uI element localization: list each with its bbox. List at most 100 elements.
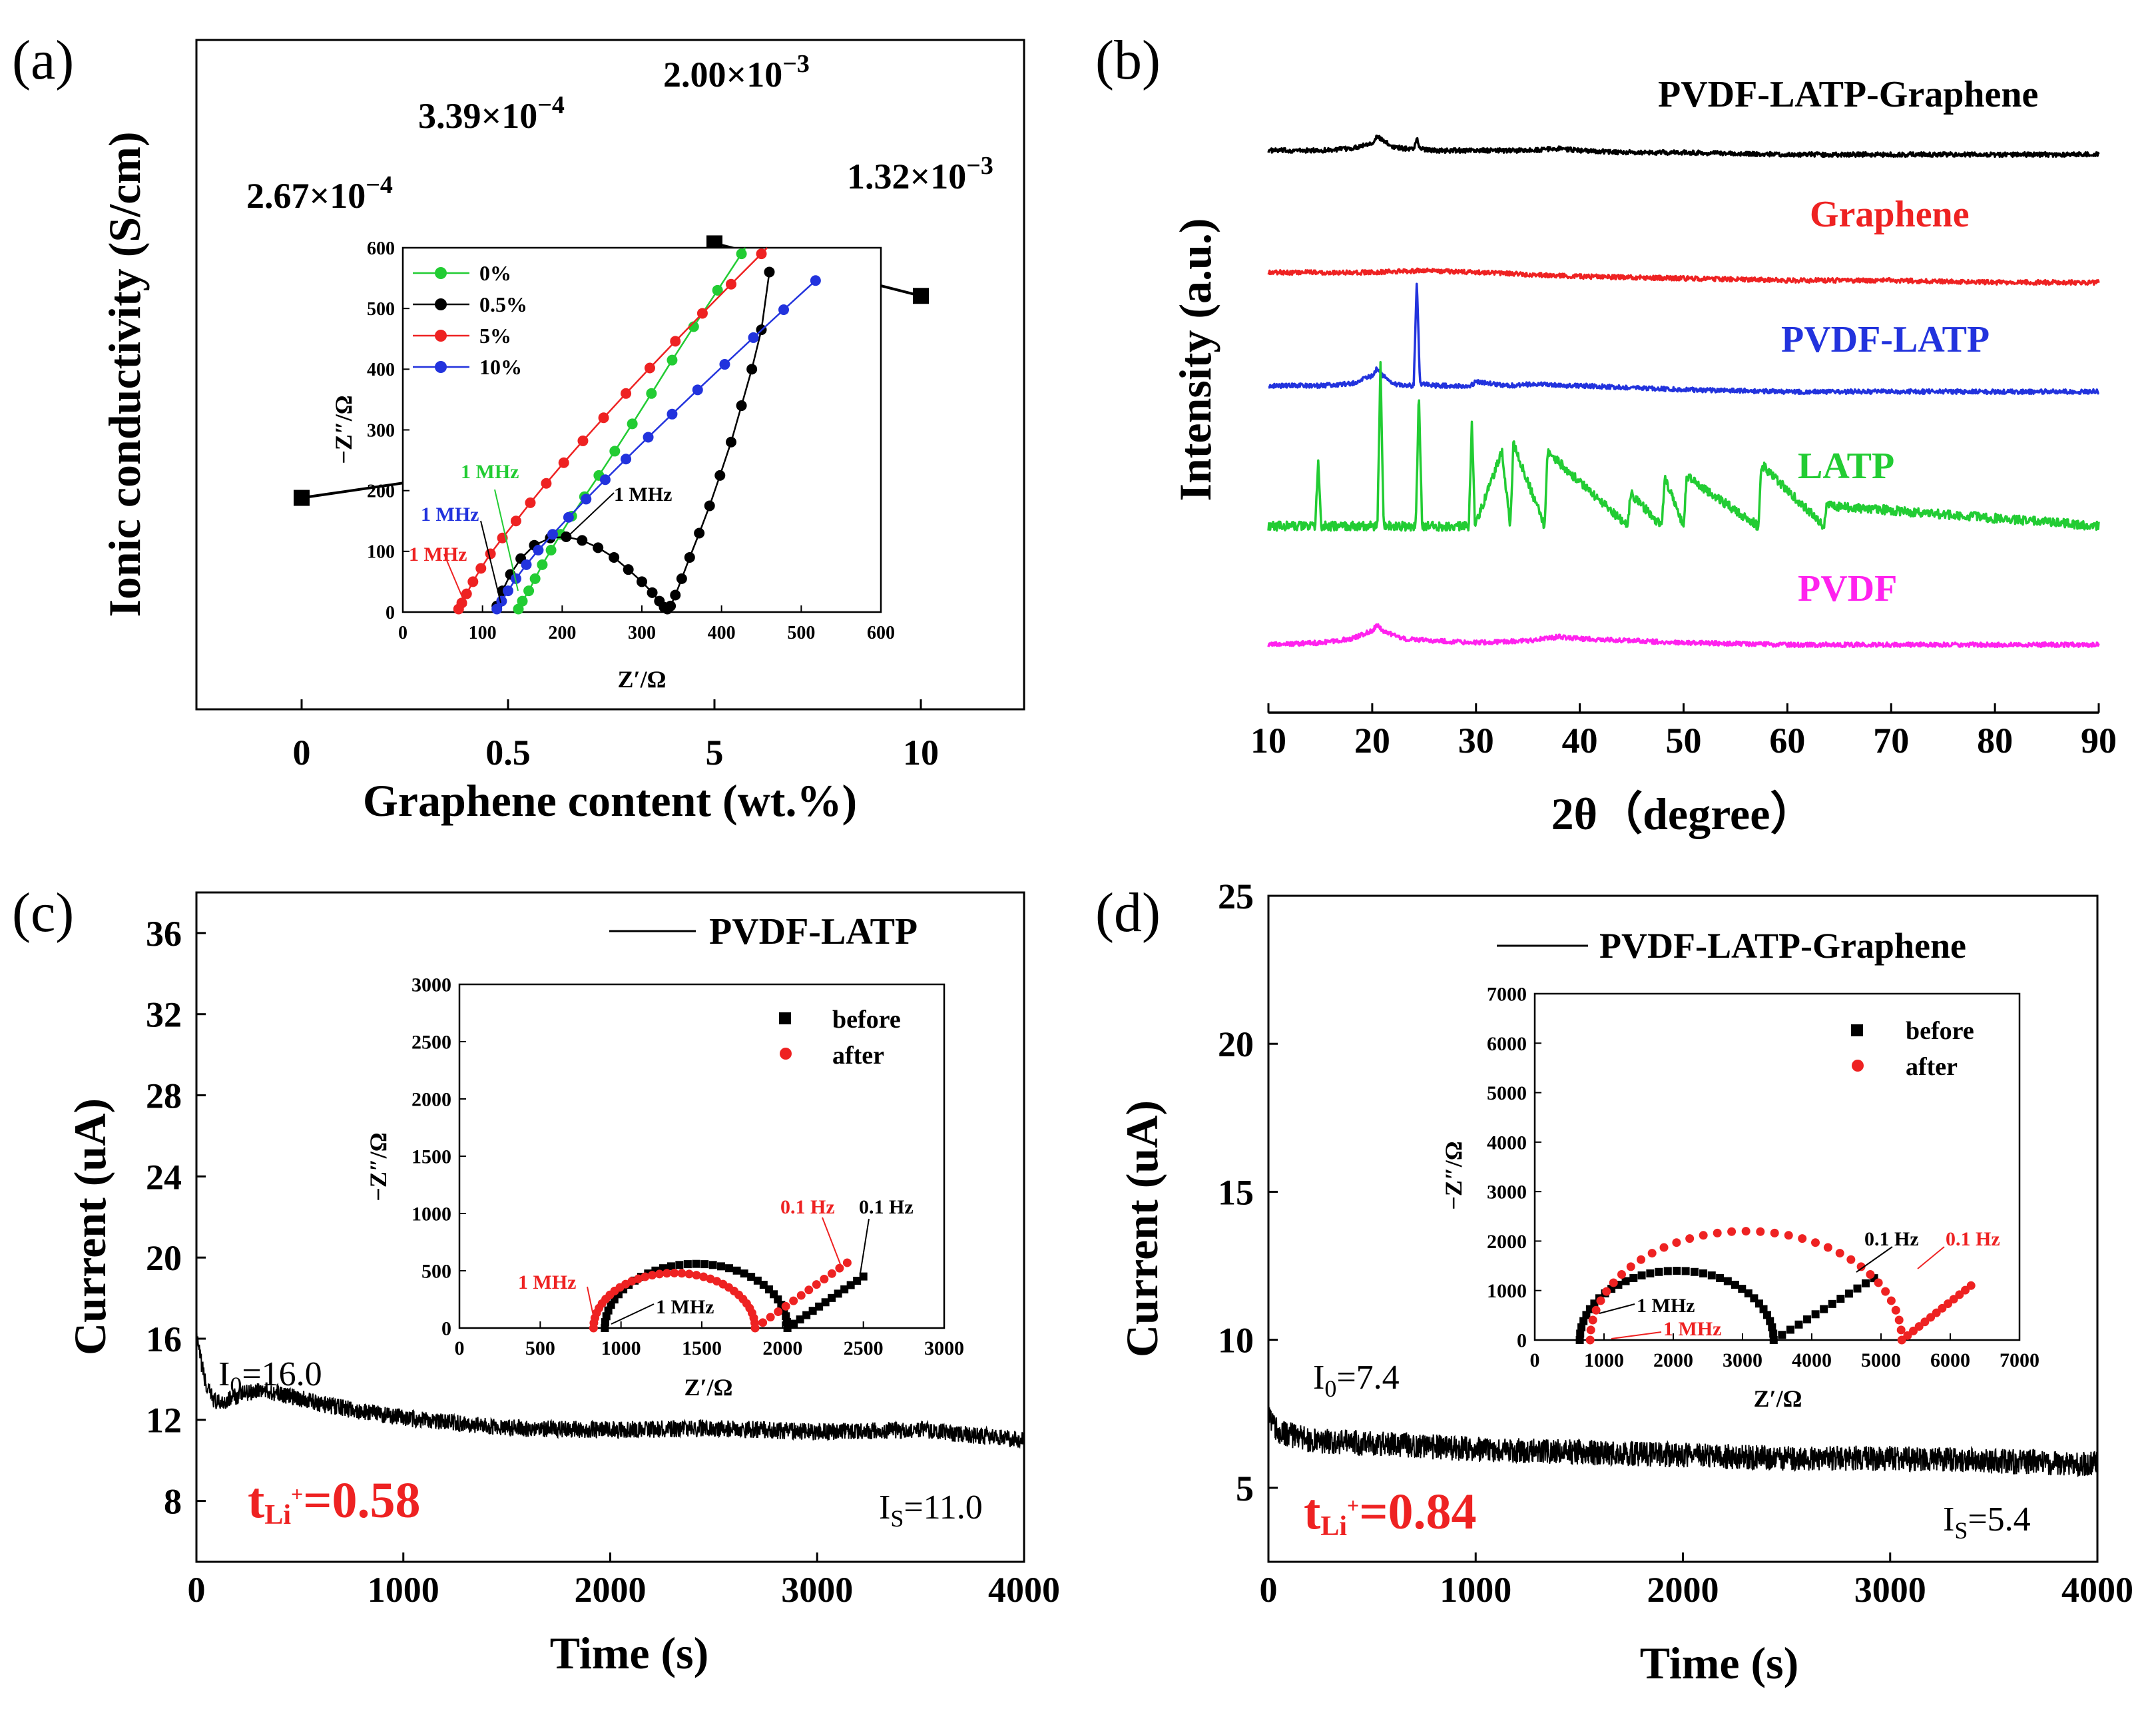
panel-d-inset-point-before bbox=[1769, 1329, 1778, 1338]
panel-c-x-tick-label: 0 bbox=[188, 1570, 206, 1610]
panel-d-inset-point-after bbox=[1881, 1287, 1890, 1296]
panel-c-inset-point-after bbox=[663, 1269, 672, 1278]
panel-b-legend-label: Graphene bbox=[1810, 194, 1970, 235]
panel-a-x-tick-label: 5 bbox=[706, 733, 724, 773]
panel-d-inset-point-after bbox=[1626, 1262, 1635, 1271]
panel-a-inset-y-tick-label: 200 bbox=[367, 481, 395, 502]
panel-a-inset-point bbox=[736, 400, 747, 412]
panel-c-current-curve bbox=[196, 1331, 1025, 1449]
panel-c-inset-frame bbox=[458, 983, 945, 1329]
panel-a-inset-point bbox=[521, 559, 532, 570]
panel-a-inset-x-tick-label: 600 bbox=[867, 623, 895, 643]
panel-a-inset-xlabel: Z′/Ω bbox=[618, 666, 667, 693]
panel-c-inset-legend: before bbox=[832, 1006, 901, 1034]
panel-d-inset-point-before bbox=[1778, 1331, 1786, 1339]
panel-a-inset-point bbox=[676, 573, 687, 584]
panel-a-x-tick-label: 0.5 bbox=[485, 733, 531, 773]
panel-b-pattern-1 bbox=[1267, 267, 2100, 286]
panel-a-inset-point bbox=[533, 545, 544, 556]
panel-c-y-tick-label: 8 bbox=[164, 1482, 182, 1522]
panel-a-value-label: 3.39×10−4 bbox=[418, 91, 565, 136]
panel-d-x-tick-label: 0 bbox=[1260, 1570, 1278, 1610]
panel-c-inset-point-after bbox=[766, 1313, 775, 1322]
panel-a-inset-point bbox=[547, 529, 558, 540]
panel-c-inset-point-after bbox=[684, 1269, 694, 1279]
panel-d-inset-point-before bbox=[1768, 1323, 1776, 1331]
panel-d-transference: tLi+=0.84 bbox=[1304, 1484, 1477, 1542]
panel-c-is: IS=11.0 bbox=[879, 1489, 983, 1532]
panel-d-inset-legend: before bbox=[1906, 1017, 1974, 1045]
panel-c-inset-point-after bbox=[706, 1274, 715, 1283]
panel-a-inset-point bbox=[496, 595, 507, 607]
panel-a-inset-legend-marker bbox=[435, 298, 447, 310]
panel-c-inset-point-after bbox=[692, 1271, 701, 1280]
panel-d-inset-point-before bbox=[1673, 1267, 1681, 1275]
panel-b-legend-label: PVDF-LATP-Graphene bbox=[1658, 74, 2038, 115]
panel-c-inset-point-before bbox=[783, 1324, 792, 1332]
panel-a-inset-point bbox=[529, 573, 541, 584]
panel-a-inset-point bbox=[637, 576, 647, 587]
panel-a-data-point bbox=[913, 288, 929, 304]
panel-a-data-point bbox=[294, 490, 310, 506]
panel-a-inset-point bbox=[643, 432, 654, 443]
panel-a-inset-annotation: 1 MHz bbox=[409, 543, 467, 565]
panel-c-inset-point-before bbox=[667, 1262, 675, 1271]
panel-c-inset-point-after bbox=[634, 1274, 643, 1283]
panel-a-inset-legend-label: 0% bbox=[479, 261, 511, 285]
panel-d-inset-point-before bbox=[1769, 1336, 1778, 1344]
panel-c-inset-point-before bbox=[846, 1281, 855, 1289]
panel-d-inset-x-tick-label: 3000 bbox=[1723, 1349, 1762, 1371]
panel-d-inset-point-before bbox=[1828, 1299, 1836, 1308]
panel-a-inset-point bbox=[694, 527, 705, 539]
panel-d-inset-point-before bbox=[1575, 1336, 1584, 1344]
panel-d-inset-point-after bbox=[1798, 1234, 1807, 1243]
panel-c-ylabel: Current (uA) bbox=[65, 1098, 115, 1355]
panel-a-value-label: 2.00×10−3 bbox=[663, 50, 810, 95]
panel-d-inset-point-before bbox=[1803, 1315, 1812, 1324]
panel-c-x-tick-label: 3000 bbox=[781, 1570, 853, 1610]
panel-a-inset-annotation: 1 MHz bbox=[614, 484, 672, 506]
panel-c-inset-point-after bbox=[835, 1263, 844, 1273]
panel-c-y-tick-label: 36 bbox=[146, 914, 182, 954]
panel-a-inset-point bbox=[623, 564, 634, 575]
panel-c-y-tick-label: 24 bbox=[146, 1157, 182, 1197]
panel-a-inset-point bbox=[485, 548, 496, 559]
panel-d-inset-point-after bbox=[1874, 1278, 1883, 1287]
panel-c-y-tick-label: 12 bbox=[146, 1401, 182, 1441]
panel-a-inset-point bbox=[541, 478, 552, 489]
panel-a-inset-y-tick-label: 100 bbox=[367, 542, 395, 563]
panel-d-inset-y-tick-label: 2000 bbox=[1487, 1231, 1527, 1253]
panel-a-inset-y-tick-label: 500 bbox=[367, 299, 395, 320]
panel-b-x-tick-label: 60 bbox=[1769, 721, 1805, 761]
panel-d-inset-point-before bbox=[1576, 1329, 1585, 1338]
panel-b-label: (b) bbox=[1095, 29, 1161, 91]
panel-d-inset-point-after bbox=[1866, 1270, 1875, 1279]
panel-a-x-tick-label: 0 bbox=[293, 733, 311, 773]
panel-a-inset-point bbox=[577, 435, 589, 446]
panel-c-inset-point-before bbox=[700, 1260, 709, 1269]
panel-c-inset-point-after bbox=[842, 1258, 852, 1267]
panel-d-inset-point-before bbox=[1820, 1305, 1828, 1313]
panel-c: (c) 0 1000 2000 3000 4000 8 12 16 20 24 28 32 36 Cur… bbox=[12, 882, 1060, 1678]
panel-a-inset-point bbox=[609, 551, 620, 563]
panel-a-inset-x-tick-label: 0 bbox=[398, 623, 407, 643]
panel-d-x-tick-label: 3000 bbox=[1854, 1570, 1926, 1610]
panel-a-inset-x-tick-label: 200 bbox=[548, 623, 576, 643]
panel-c-inset-point-before bbox=[708, 1261, 717, 1269]
panel-a-inset-point bbox=[456, 597, 467, 609]
panel-d-inset-y-tick-label: 3000 bbox=[1487, 1182, 1527, 1203]
panel-c-inset-point-before bbox=[815, 1302, 824, 1311]
panel-d-inset-x-tick-label: 5000 bbox=[1861, 1349, 1901, 1371]
panel-d-inset-point-before bbox=[1794, 1320, 1803, 1329]
panel-a-inset-point bbox=[665, 600, 676, 611]
panel-d-inset-y-tick-label: 1000 bbox=[1487, 1280, 1527, 1302]
panel-b-x-tick-label: 30 bbox=[1458, 721, 1494, 761]
panel-d-inset-x-tick-label: 4000 bbox=[1792, 1349, 1832, 1371]
panel-a-ylabel: Ionic conductivity (S/cm) bbox=[99, 131, 150, 617]
panel-c-legend-label: PVDF-LATP bbox=[709, 911, 918, 952]
panel-a-inset-point bbox=[523, 585, 535, 597]
panel-d-inset-x-tick-label: 2000 bbox=[1653, 1349, 1693, 1371]
panel-a-label: (a) bbox=[12, 29, 74, 91]
panel-c-inset-point-after bbox=[781, 1301, 790, 1311]
panel-c-inset-point-before bbox=[828, 1293, 836, 1302]
